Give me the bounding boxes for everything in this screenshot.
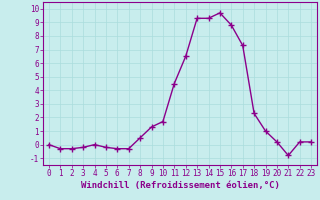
X-axis label: Windchill (Refroidissement éolien,°C): Windchill (Refroidissement éolien,°C) bbox=[81, 181, 279, 190]
